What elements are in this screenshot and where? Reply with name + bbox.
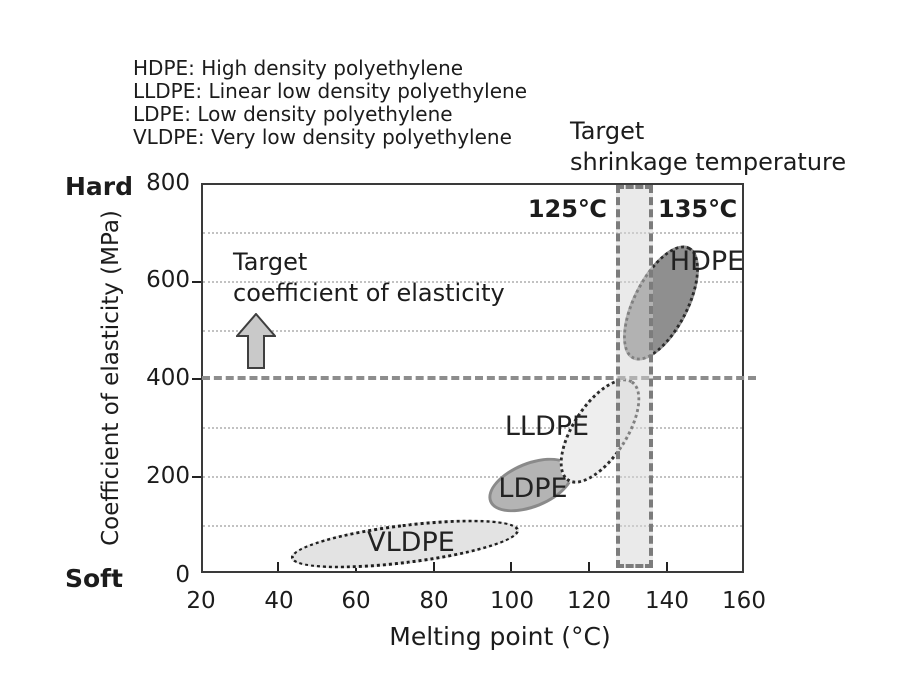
x-tick-80: 80 — [419, 588, 449, 614]
legend-line-ldpe: LDPE: Low density polyethylene — [133, 102, 453, 126]
target-elasticity-line — [202, 376, 756, 380]
gridline-600 — [203, 281, 742, 283]
x-tick-160: 160 — [722, 588, 766, 614]
hard-label: Hard — [65, 172, 134, 201]
y-tick-600: 600 — [146, 267, 190, 293]
abbreviation-legend: HDPE: High density polyethylene LLDPE: L… — [133, 57, 527, 149]
up-arrow-icon — [236, 313, 276, 369]
legend-line-hdpe: HDPE: High density polyethylene — [133, 56, 464, 80]
y-tickmark-400 — [192, 378, 201, 380]
target-shrinkage-band — [616, 185, 653, 568]
ldpe-label: LDPE — [498, 473, 568, 504]
shrinkage-title-line2: shrinkage temperature — [570, 148, 847, 176]
y-tickmark-600 — [192, 281, 201, 283]
y-tick-0: 0 — [175, 562, 190, 588]
plot-area: 125℃ 135℃ HDPE LLDPE LDPE VLDPE Target c… — [192, 183, 756, 578]
elasticity-note-line2: coefficient of elasticity — [233, 279, 505, 307]
x-tick-40: 40 — [264, 588, 294, 614]
x-tick-140: 140 — [645, 588, 689, 614]
y-tick-200: 200 — [146, 463, 190, 489]
gridline-300 — [203, 427, 742, 429]
shrinkage-title-line1: Target — [570, 117, 645, 145]
x-axis-title: Melting point (°C) — [389, 622, 611, 651]
lldpe-label: LLDPE — [504, 411, 590, 442]
shrinkage-temperature-title: Target shrinkage temperature — [570, 116, 846, 178]
target-elasticity-note: Target coefficient of elasticity — [233, 247, 505, 309]
vldpe-label: VLDPE — [367, 527, 455, 558]
x-tick-120: 120 — [567, 588, 611, 614]
elasticity-note-line1: Target — [233, 248, 308, 276]
x-tickmark-80 — [433, 562, 435, 571]
gridline-700 — [203, 232, 742, 234]
legend-line-vldpe: VLDPE: Very low density polyethylene — [133, 125, 512, 149]
x-tickmark-40 — [277, 562, 279, 571]
x-tickmark-100 — [510, 562, 512, 571]
y-tick-400: 400 — [146, 365, 190, 391]
gridline-500 — [203, 330, 742, 332]
x-tickmark-140 — [666, 562, 668, 571]
hdpe-label: HDPE — [669, 246, 745, 277]
y-tick-800: 800 — [146, 170, 190, 196]
gridline-200 — [203, 476, 742, 478]
x-tickmark-120 — [588, 562, 590, 571]
y-tickmark-200 — [192, 476, 201, 478]
soft-label: Soft — [65, 564, 124, 593]
shrinkage-high-label: 135℃ — [658, 195, 738, 223]
x-tick-60: 60 — [341, 588, 371, 614]
x-tick-100: 100 — [490, 588, 534, 614]
shrinkage-low-label: 125℃ — [527, 195, 607, 223]
x-tick-20: 20 — [186, 588, 216, 614]
legend-line-lldpe: LLDPE: Linear low density polyethylene — [133, 79, 528, 103]
